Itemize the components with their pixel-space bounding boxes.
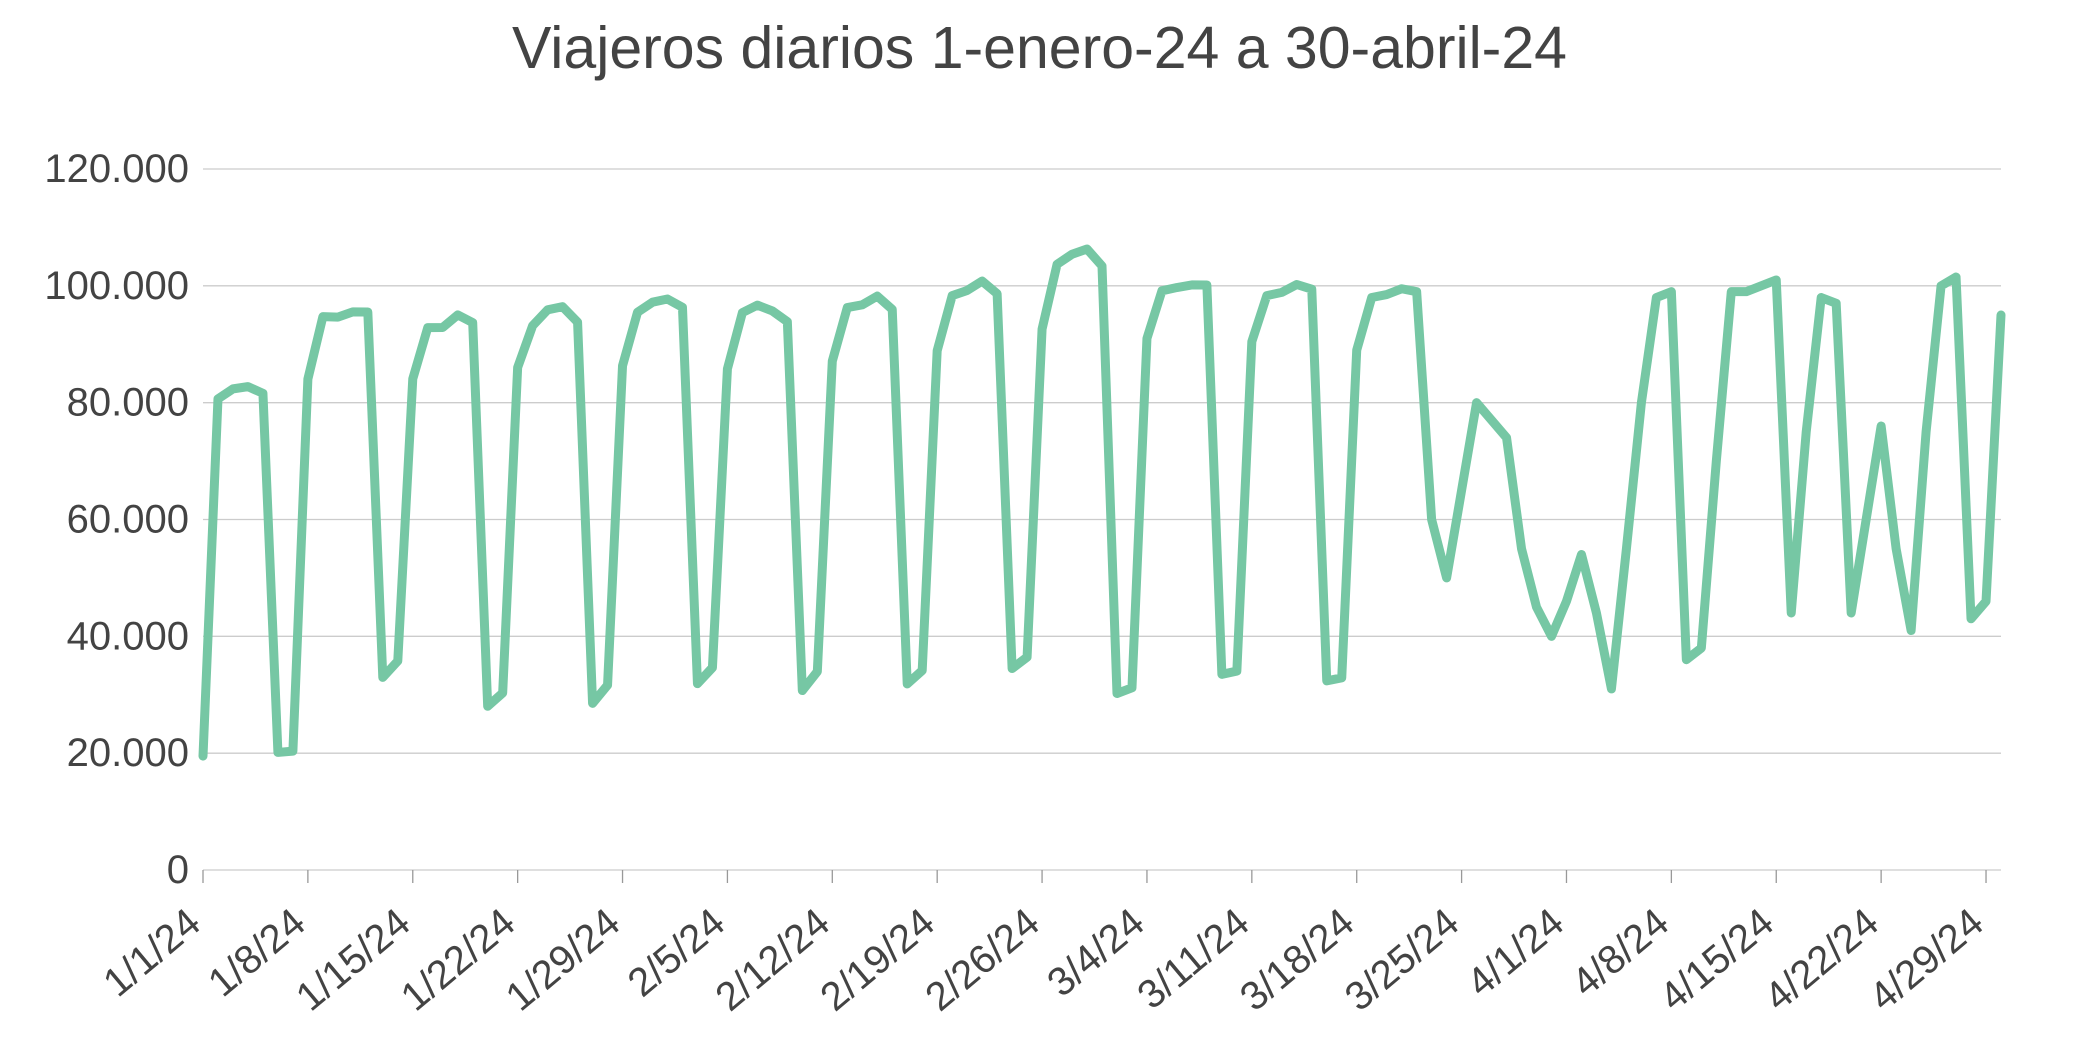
svg-text:80.000: 80.000 — [67, 381, 189, 425]
svg-text:1/1/24: 1/1/24 — [95, 900, 208, 1005]
svg-text:120.000: 120.000 — [44, 147, 189, 191]
svg-text:3/25/24: 3/25/24 — [1337, 900, 1468, 1019]
svg-text:2/19/24: 2/19/24 — [812, 900, 943, 1019]
svg-text:2/26/24: 2/26/24 — [917, 900, 1048, 1019]
svg-text:4/29/24: 4/29/24 — [1861, 900, 1992, 1019]
svg-text:60.000: 60.000 — [67, 498, 189, 542]
svg-text:40.000: 40.000 — [67, 614, 189, 658]
svg-text:3/11/24: 3/11/24 — [1129, 900, 1257, 1018]
svg-text:100.000: 100.000 — [44, 264, 189, 308]
svg-text:2/12/24: 2/12/24 — [708, 900, 839, 1019]
svg-text:4/15/24: 4/15/24 — [1652, 900, 1783, 1019]
svg-text:1/22/24: 1/22/24 — [393, 900, 524, 1019]
svg-text:4/1/24: 4/1/24 — [1459, 900, 1572, 1005]
svg-text:1/29/24: 1/29/24 — [498, 900, 629, 1019]
svg-text:4/22/24: 4/22/24 — [1756, 900, 1887, 1019]
svg-text:0: 0 — [167, 848, 189, 892]
svg-text:1/15/24: 1/15/24 — [288, 900, 419, 1019]
svg-text:20.000: 20.000 — [67, 731, 189, 775]
svg-text:3/18/24: 3/18/24 — [1232, 900, 1363, 1019]
